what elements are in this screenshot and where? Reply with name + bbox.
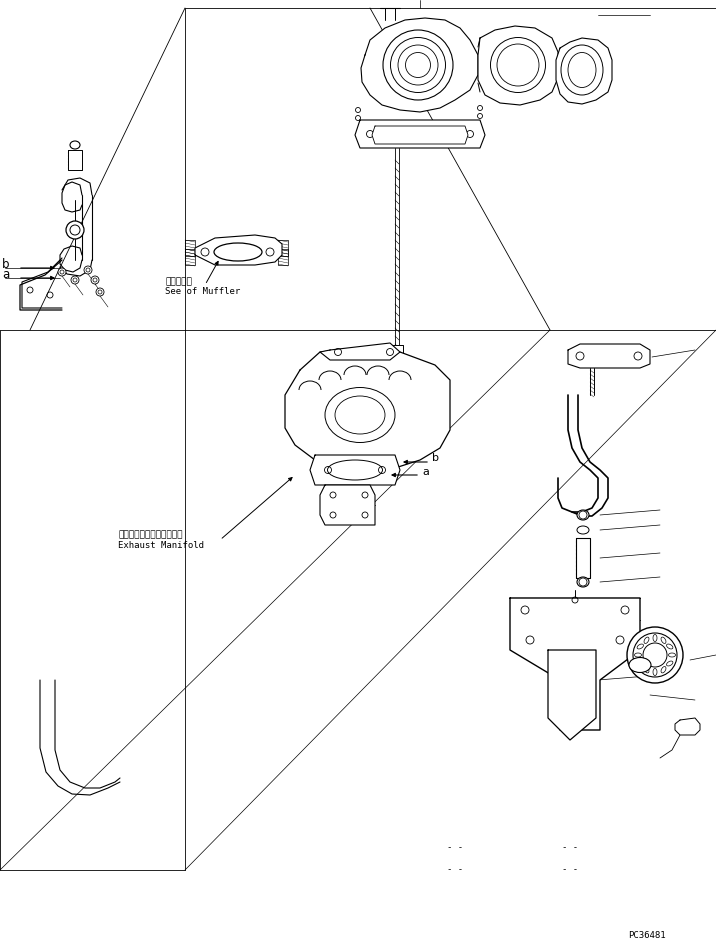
Polygon shape [285, 348, 450, 470]
Circle shape [71, 276, 79, 284]
Ellipse shape [577, 577, 589, 587]
Ellipse shape [629, 657, 651, 672]
Circle shape [627, 627, 683, 683]
Polygon shape [355, 120, 485, 148]
Text: a: a [422, 467, 429, 477]
Ellipse shape [577, 510, 589, 520]
Text: - -: - - [562, 843, 578, 852]
Polygon shape [576, 538, 590, 578]
Polygon shape [320, 343, 400, 360]
Ellipse shape [70, 141, 80, 149]
Circle shape [96, 288, 104, 296]
Text: - -: - - [562, 866, 578, 874]
Ellipse shape [214, 243, 262, 261]
Text: - -: - - [447, 843, 463, 852]
Polygon shape [675, 718, 700, 735]
Circle shape [58, 268, 66, 276]
Polygon shape [320, 485, 375, 525]
Text: See of Muffler: See of Muffler [165, 288, 241, 296]
Text: b: b [432, 453, 439, 463]
Circle shape [91, 276, 99, 284]
Polygon shape [361, 18, 478, 112]
Text: エキゾーストマニホールド: エキゾーストマニホールド [118, 531, 183, 539]
Text: Exhaust Manifold: Exhaust Manifold [118, 541, 204, 551]
Ellipse shape [577, 526, 589, 534]
Circle shape [84, 266, 92, 274]
Text: b: b [2, 257, 9, 271]
Text: マフラ参照: マフラ参照 [165, 277, 192, 287]
Circle shape [66, 221, 84, 239]
Polygon shape [310, 455, 400, 485]
Polygon shape [68, 150, 82, 170]
Polygon shape [548, 650, 596, 740]
Polygon shape [568, 344, 650, 368]
Text: - -: - - [447, 866, 463, 874]
Polygon shape [372, 126, 468, 144]
Polygon shape [478, 26, 558, 105]
Polygon shape [391, 345, 403, 358]
Polygon shape [556, 38, 612, 104]
Text: a: a [2, 269, 9, 282]
Polygon shape [195, 235, 282, 265]
Text: PC36481: PC36481 [628, 931, 666, 939]
Polygon shape [510, 598, 640, 730]
